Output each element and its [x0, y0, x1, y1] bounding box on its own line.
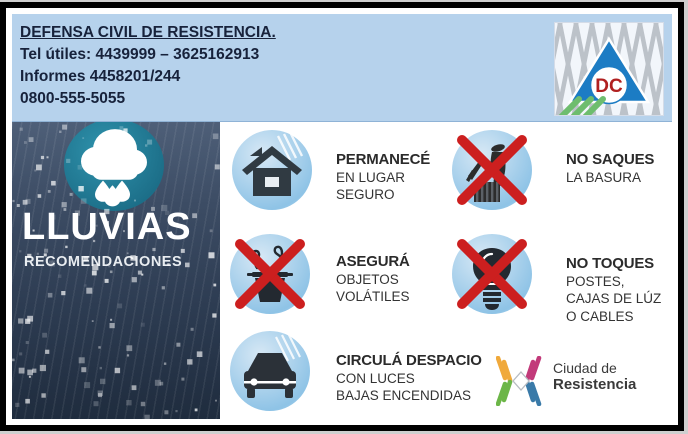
svg-text:DC: DC — [595, 76, 623, 97]
